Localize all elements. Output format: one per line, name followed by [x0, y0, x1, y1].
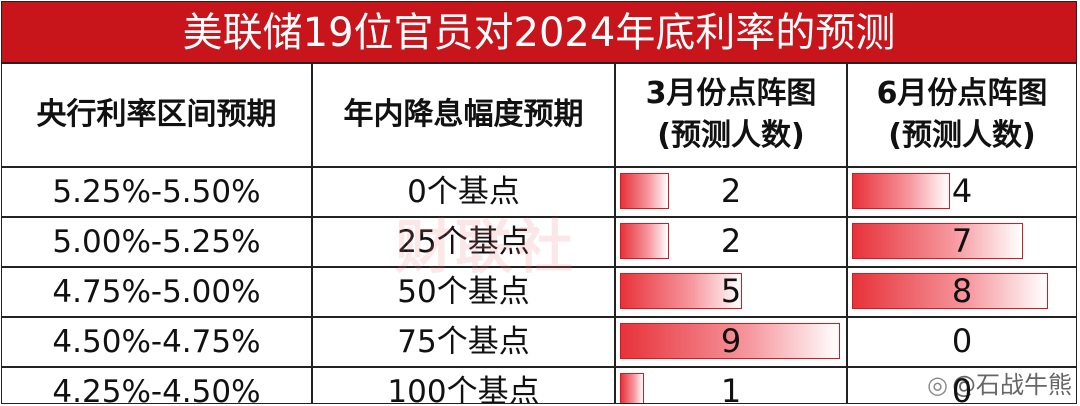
- header-march-line2: (预测人数): [657, 118, 805, 153]
- cell-cut: 0个基点: [311, 166, 616, 218]
- cell-range: 5.00%-5.25%: [2, 216, 313, 268]
- table-row: 4.75%-5.00% 50个基点 5 8: [2, 266, 1076, 318]
- cell-range: 5.25%-5.50%: [2, 166, 313, 218]
- table-title: 美联储19位官员对2024年底利率的预测: [2, 2, 1076, 64]
- cell-june: 8: [846, 266, 1076, 318]
- header-row: 央行利率区间预期 年内降息幅度预期 3月份点阵图 (预测人数) 6月份点阵图 (…: [2, 64, 1076, 168]
- cell-june: 4: [846, 166, 1076, 218]
- cell-cut: 100个基点: [311, 366, 616, 403]
- june-data-bar: [852, 273, 1048, 309]
- header-june: 6月份点阵图 (预测人数): [846, 64, 1076, 168]
- cell-june: 0: [846, 316, 1076, 368]
- forecast-table: 央行利率区间预期 年内降息幅度预期 3月份点阵图 (预测人数) 6月份点阵图 (…: [2, 64, 1076, 404]
- cell-march: 1: [614, 366, 848, 404]
- march-data-bar: [620, 223, 669, 259]
- cell-range: 4.25%-4.50%: [2, 366, 313, 403]
- cell-range: 4.75%-5.00%: [2, 266, 313, 318]
- march-value: 1: [720, 372, 742, 404]
- cell-june: 7: [846, 216, 1076, 268]
- header-june-line1: 6月份点阵图: [876, 76, 1048, 111]
- march-value: 5: [720, 272, 742, 310]
- march-value: 2: [720, 222, 742, 260]
- header-march-line1: 3月份点阵图: [645, 76, 817, 111]
- june-data-bar: [852, 223, 1023, 259]
- june-value: 0: [951, 322, 973, 360]
- march-data-bar: [620, 373, 644, 403]
- table-row: 5.25%-5.50% 0个基点 2 4: [2, 166, 1076, 218]
- march-data-bar: [620, 323, 840, 359]
- march-data-bar: [620, 273, 742, 309]
- march-value: 2: [720, 172, 742, 210]
- weibo-handle: @石战牛熊: [952, 371, 1072, 399]
- cell-cut: 25个基点: [311, 216, 616, 268]
- table-row: 4.25%-4.50% 100个基点 1 0: [2, 366, 1076, 404]
- table-body: 5.25%-5.50% 0个基点 2 4 5.00%-5.25% 25个基点 2 7 4.75%…: [2, 166, 1076, 404]
- cell-june: 0: [846, 366, 1076, 404]
- cell-cut: 50个基点: [311, 266, 616, 318]
- header-range: 央行利率区间预期: [2, 64, 313, 168]
- march-value: 9: [720, 322, 742, 360]
- header-june-line2: (预测人数): [888, 118, 1036, 153]
- cell-cut: 75个基点: [311, 316, 616, 368]
- header-march: 3月份点阵图 (预测人数): [614, 64, 848, 168]
- cell-march: 5: [614, 266, 848, 318]
- june-value: 4: [951, 172, 973, 210]
- june-value: 0: [951, 372, 973, 404]
- march-data-bar: [620, 173, 669, 209]
- header-cut: 年内降息幅度预期: [311, 64, 616, 168]
- table-row: 4.50%-4.75% 75个基点 9 0: [2, 316, 1076, 368]
- cell-march: 2: [614, 216, 848, 268]
- june-value: 8: [951, 272, 973, 310]
- weibo-eye-icon: ◎: [927, 371, 948, 399]
- june-data-bar: [852, 173, 950, 209]
- table-row: 5.00%-5.25% 25个基点 2 7: [2, 216, 1076, 268]
- cell-march: 2: [614, 166, 848, 218]
- june-value: 7: [951, 222, 973, 260]
- cell-range: 4.50%-4.75%: [2, 316, 313, 368]
- weibo-credit: ◎ @石战牛熊: [927, 365, 1072, 400]
- cell-march: 9: [614, 316, 848, 368]
